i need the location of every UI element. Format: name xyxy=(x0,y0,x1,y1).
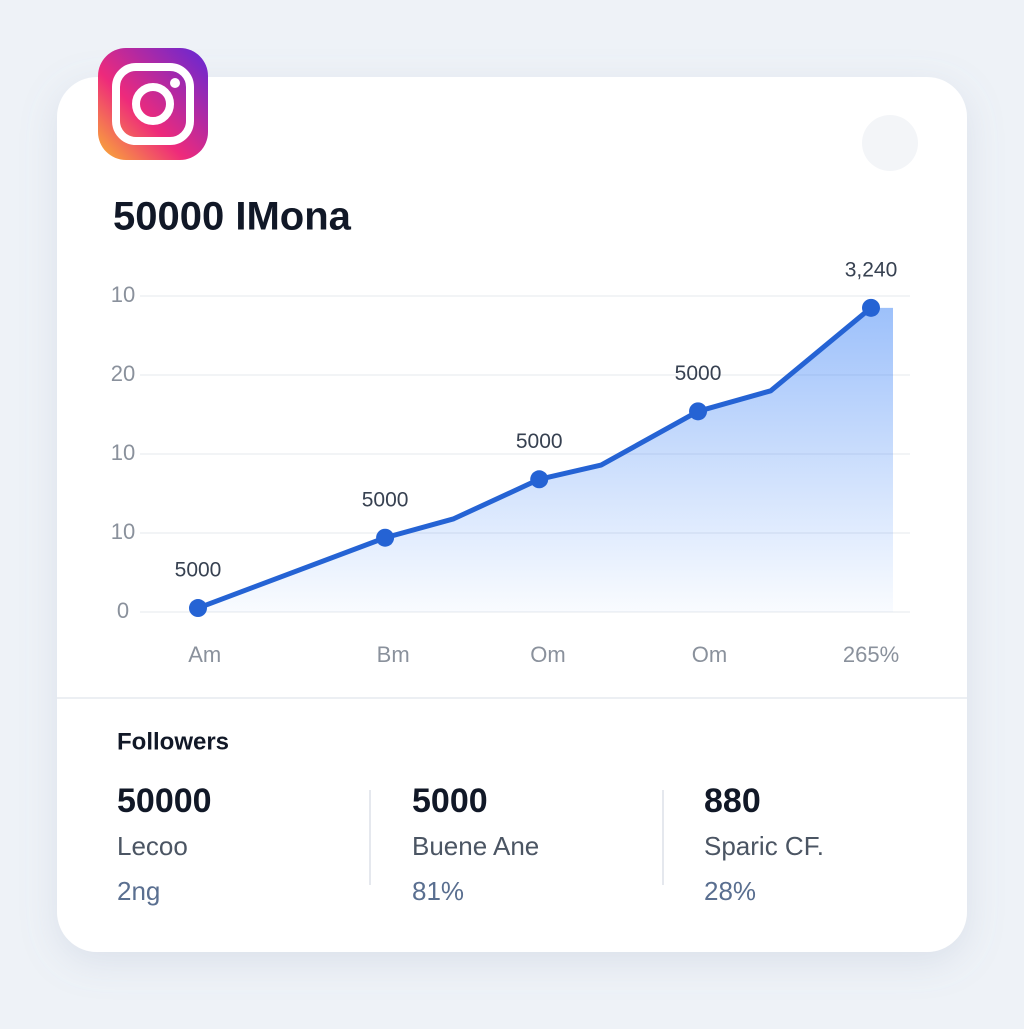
icon-lens[interactable] xyxy=(132,83,174,125)
menu-button[interactable] xyxy=(862,115,918,171)
point-label: 5000 xyxy=(516,430,563,453)
x-tick-label: Om xyxy=(692,642,727,667)
line xyxy=(195,305,874,611)
point-label: 5000 xyxy=(675,362,722,385)
stat-value: 880 xyxy=(704,782,761,820)
x-tick-label: Bm xyxy=(377,642,410,667)
point-label: 3,240 xyxy=(845,258,898,281)
point xyxy=(862,298,880,317)
point xyxy=(376,528,395,547)
point-label: 5000 xyxy=(175,559,222,582)
stat-value: 50000 xyxy=(117,782,212,820)
icon-frame[interactable] xyxy=(112,63,194,145)
point-label: 5000 xyxy=(362,488,409,511)
area xyxy=(198,307,893,612)
icon-bg[interactable] xyxy=(98,48,208,160)
stat-label: Buene Ane xyxy=(412,831,539,861)
y-tick-label: 10 xyxy=(111,519,135,544)
stats: 50000 Lecoo 2ng 5000 Buene Ane 81% 880 Sparic C… xyxy=(117,782,824,906)
y-tick-label: 20 xyxy=(111,361,135,386)
stat-value: 5000 xyxy=(412,782,488,820)
stat-label: Lecoo xyxy=(117,831,188,861)
x-tick-label: Om xyxy=(530,642,565,667)
stat-change: 81% xyxy=(412,876,464,906)
point xyxy=(689,402,708,421)
title: 50000 IMona xyxy=(113,195,352,239)
app-icon[interactable] xyxy=(98,48,208,160)
stat-change: 2ng xyxy=(117,876,160,906)
stats-heading: Followers xyxy=(117,728,229,755)
y-tick-label: 0 xyxy=(117,598,129,623)
stat-change: 28% xyxy=(704,876,756,906)
x-tick-label: 265% xyxy=(843,642,899,667)
chart: 0 10 10 20 10 Am Bm Om Om 265% 5000 5000 5000 5000 3,2… xyxy=(111,258,910,667)
point xyxy=(189,599,207,618)
point xyxy=(530,470,549,489)
x-tick-label: Am xyxy=(188,642,221,667)
stat-label: Sparic CF. xyxy=(704,831,824,861)
y-tick-label: 10 xyxy=(111,440,135,465)
icon-dot[interactable] xyxy=(170,78,180,88)
y-tick-label: 10 xyxy=(111,282,135,307)
